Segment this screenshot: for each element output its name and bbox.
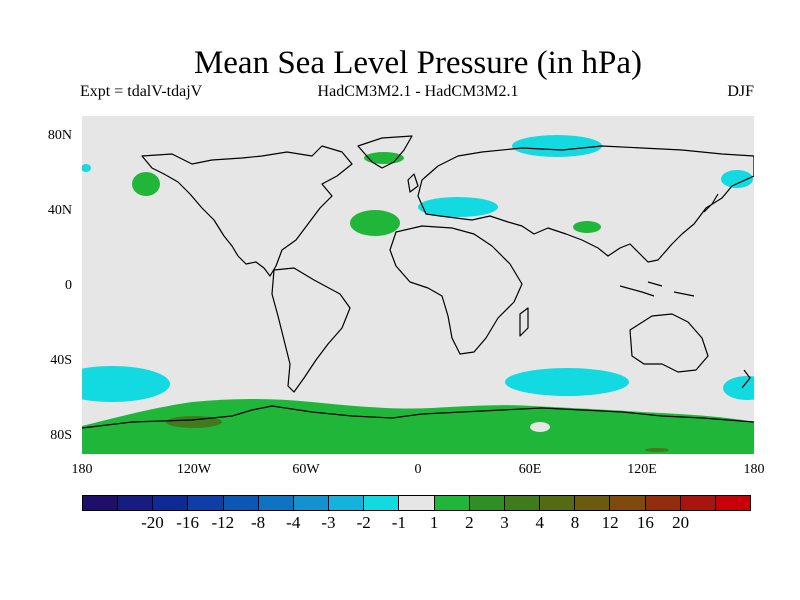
madagascar-coast [519,307,529,337]
antarctic-clear-patch [530,422,550,432]
experiment-label: Expt = tdalV-tdajV [80,83,203,100]
lon-label-120e: 120E [627,462,657,477]
colorbar [82,495,751,511]
colorbar-tick-label: 3 [500,513,509,532]
colorbar-segment [469,496,505,510]
colorbar-segment [575,496,611,510]
colorbar-segment [540,496,576,510]
africa-coast [389,225,523,355]
europe-negative-anomaly [418,197,498,217]
colorbar-segment [83,496,119,510]
indonesia-coast [619,281,695,297]
new-zealand-coast [741,369,751,389]
antarctic-small-strong [645,448,669,452]
lat-label-80s: 80S [50,428,72,443]
antarctica-coast [82,405,754,429]
north-pacific-positive-anomaly [132,172,160,196]
colorbar-tick-label: -2 [356,513,371,532]
south-america-coast [271,267,351,393]
colorbar-tick-label: 8 [570,513,580,532]
colorbar-tick-label: -8 [250,513,266,532]
lon-label-0: 0 [414,462,422,477]
lat-label-40n: 40N [47,203,72,218]
colorbar-segment [153,496,189,510]
coastlines [82,135,754,429]
southern-indian-negative-anomaly [505,368,629,396]
lon-label-180w: 180 [71,462,93,477]
north-atlantic-positive-anomaly [350,210,400,236]
anomaly-fill-layer [82,135,754,454]
colorbar-tick-label: -4 [286,513,301,532]
lat-label-eq: 0 [65,278,72,293]
arctic-negative-anomaly [512,135,602,157]
colorbar-segment [223,496,259,510]
lon-label-120w: 120W [176,462,212,477]
colorbar-tick-label: -16 [176,513,199,532]
season-label: DJF [727,83,754,100]
colorbar-segment [645,496,681,510]
model-label: HadCM3M2.1 - HadCM3M2.1 [317,83,519,100]
greenland-coast [357,135,413,169]
colorbar-tick-label: 12 [601,513,619,532]
colorbar-tick-label: 4 [535,513,544,532]
lon-label-60w: 60W [292,462,320,477]
lat-label-40s: 40S [50,353,72,368]
colorbar-segment [715,496,750,510]
colorbar-segment [434,496,470,510]
greenland-positive-anomaly [364,152,404,164]
colorbar-segment [118,496,154,510]
west-pacific-negative-anomaly [82,164,91,172]
colorbar-tick-label: -20 [141,513,164,532]
colorbar-segment [504,496,541,510]
eurasia-coast [417,145,754,263]
colorbar-tick-label: 16 [636,513,654,532]
map-title: Mean Sea Level Pressure (in hPa) [193,45,643,81]
colorbar-tick-label: -12 [211,513,235,532]
japan-coast [703,193,719,213]
lon-label-180e: 180 [743,462,765,477]
colorbar-tick-label: -3 [321,513,336,532]
colorbar-tick-label: -1 [391,513,406,532]
colorbar-segment [610,496,646,510]
colorbar-segment [293,496,330,510]
uk-coast [407,173,419,193]
central-asia-positive-anomaly [573,221,601,233]
australia-coast [629,313,709,373]
colorbar-segment [258,496,294,510]
colorbar-segment [399,496,435,510]
colorbar-segment [680,496,716,510]
antarctic-positive-anomaly [82,399,754,454]
lon-label-60e: 60E [518,462,542,477]
colorbar-segment [188,496,224,510]
colorbar-tick-label: 20 [672,513,690,532]
colorbar-tick-label: 1 [429,513,439,532]
colorbar-segment [364,496,400,510]
map-plot [82,116,754,454]
colorbar-tick-label: 2 [465,513,474,532]
north-america-coast [141,145,353,277]
lat-label-80n: 80N [47,128,72,143]
southern-pacific-negative-anomaly [82,366,170,402]
east-asia-negative-anomaly [721,170,753,188]
colorbar-segment [329,496,365,510]
